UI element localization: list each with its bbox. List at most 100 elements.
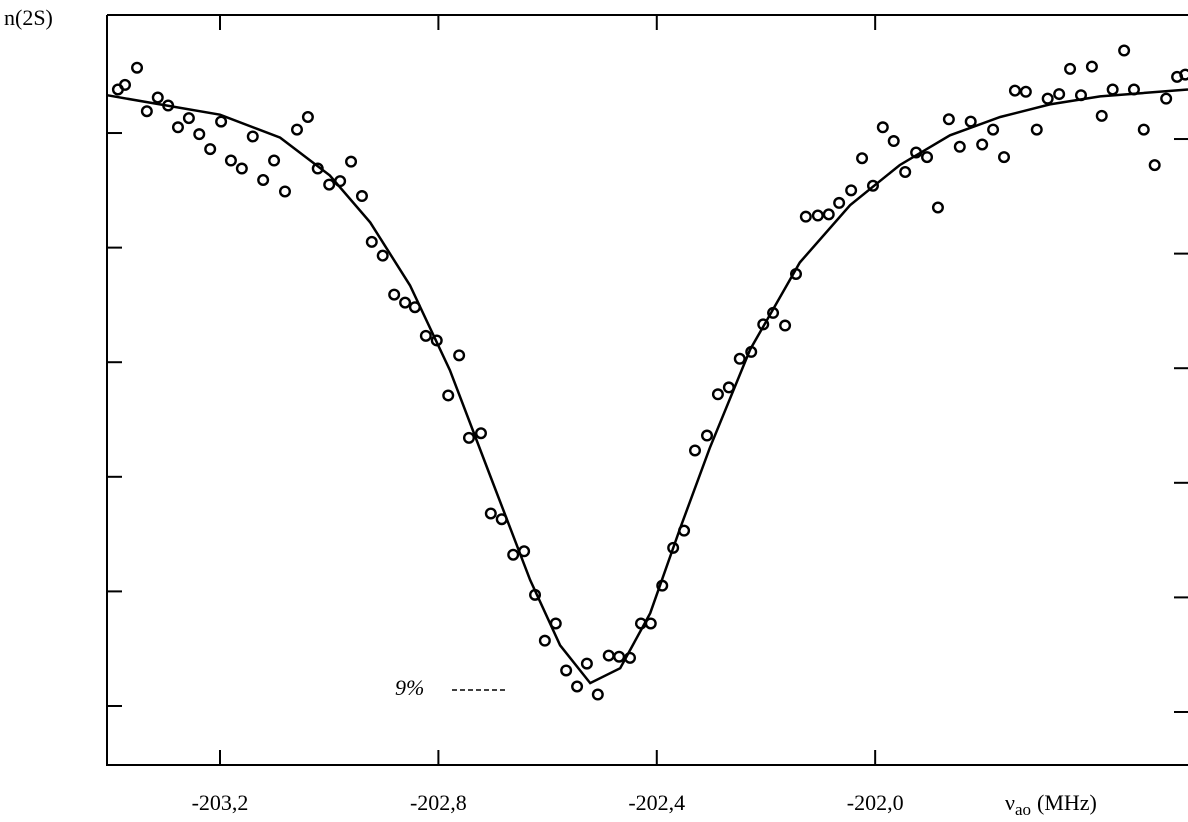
data-point	[799, 210, 812, 223]
data-point	[602, 649, 615, 662]
data-point	[334, 175, 347, 188]
data-point	[866, 179, 879, 192]
data-point	[355, 190, 368, 203]
data-point	[140, 105, 153, 118]
data-point	[733, 352, 746, 365]
data-point	[419, 329, 432, 342]
x-label-unit: (MHz)	[1037, 790, 1097, 815]
data-point	[688, 444, 701, 457]
y-axis-label: n(2S)	[4, 5, 53, 30]
data-point	[224, 154, 237, 167]
data-point	[1041, 92, 1054, 105]
data-point	[119, 78, 132, 91]
data-point	[1085, 60, 1098, 73]
data-point	[453, 349, 466, 362]
fit-curve	[106, 88, 1188, 685]
data-point	[822, 208, 835, 221]
data-point	[964, 115, 977, 128]
data-point	[182, 112, 195, 125]
data-point	[811, 209, 824, 222]
x-tick-label: -202,8	[410, 790, 467, 815]
data-point	[580, 657, 593, 670]
data-point	[656, 579, 669, 592]
data-point	[591, 688, 604, 701]
data-point	[767, 306, 780, 319]
data-point	[845, 184, 858, 197]
data-point	[215, 115, 228, 128]
data-point	[745, 345, 758, 358]
data-point	[953, 140, 966, 153]
data-point	[876, 121, 889, 134]
data-point	[290, 123, 303, 136]
data-point	[887, 135, 900, 148]
data-point	[1118, 44, 1131, 57]
data-point	[204, 143, 217, 156]
data-point	[942, 113, 955, 126]
data-point	[376, 249, 389, 262]
data-point	[711, 388, 724, 401]
data-point	[442, 389, 455, 402]
annotation: 9%	[395, 675, 424, 700]
data-point	[790, 267, 803, 280]
data-point	[388, 288, 401, 301]
x-tick-label: -202,4	[628, 790, 685, 815]
data-point	[899, 165, 912, 178]
data-point	[399, 296, 412, 309]
data-point	[495, 513, 508, 526]
data-point	[1074, 89, 1087, 102]
data-point	[430, 334, 443, 347]
data-point	[171, 121, 184, 134]
data-point	[701, 429, 714, 442]
x-tick-label: -203,2	[192, 790, 249, 815]
data-point	[833, 196, 846, 209]
data-point	[921, 151, 934, 164]
x-axis-label: νao (MHz)	[1005, 790, 1097, 819]
data-point	[976, 138, 989, 151]
data-point	[162, 99, 175, 112]
data-point	[1030, 123, 1043, 136]
data-point	[560, 664, 573, 677]
data-point	[311, 162, 324, 175]
data-point	[1064, 62, 1077, 75]
data-point	[779, 319, 792, 332]
data-point	[1160, 92, 1173, 105]
data-point	[1106, 83, 1119, 96]
data-point	[193, 128, 206, 141]
data-point	[910, 146, 923, 159]
data-point	[345, 155, 358, 168]
data-point	[474, 427, 487, 440]
data-point	[856, 152, 869, 165]
x-label-subscript: ao	[1015, 800, 1031, 819]
data-point	[529, 588, 542, 601]
data-point	[987, 123, 1000, 136]
axis-frame	[106, 15, 1188, 766]
data-point	[408, 301, 421, 314]
data-point	[151, 91, 164, 104]
data-point	[667, 541, 680, 554]
data-point	[1008, 84, 1021, 97]
data-point	[301, 110, 314, 123]
data-point	[931, 201, 944, 214]
data-point	[323, 178, 336, 191]
data-point	[538, 634, 551, 647]
data-point	[1127, 83, 1140, 96]
data-point	[1148, 159, 1161, 172]
data-point	[268, 154, 281, 167]
data-point	[484, 507, 497, 520]
data-point	[257, 174, 270, 187]
data-point	[1053, 88, 1066, 101]
data-point	[998, 151, 1011, 164]
data-point	[1019, 85, 1032, 98]
data-point	[757, 318, 770, 331]
data-point	[1179, 68, 1188, 81]
data-point	[644, 617, 657, 630]
data-point	[549, 617, 562, 630]
data-point	[246, 130, 259, 143]
x-tick-label: -202,0	[847, 790, 904, 815]
data-point	[518, 545, 531, 558]
data-point	[131, 61, 144, 74]
data-point	[507, 548, 520, 561]
data-point	[722, 381, 735, 394]
data-point	[278, 185, 291, 198]
